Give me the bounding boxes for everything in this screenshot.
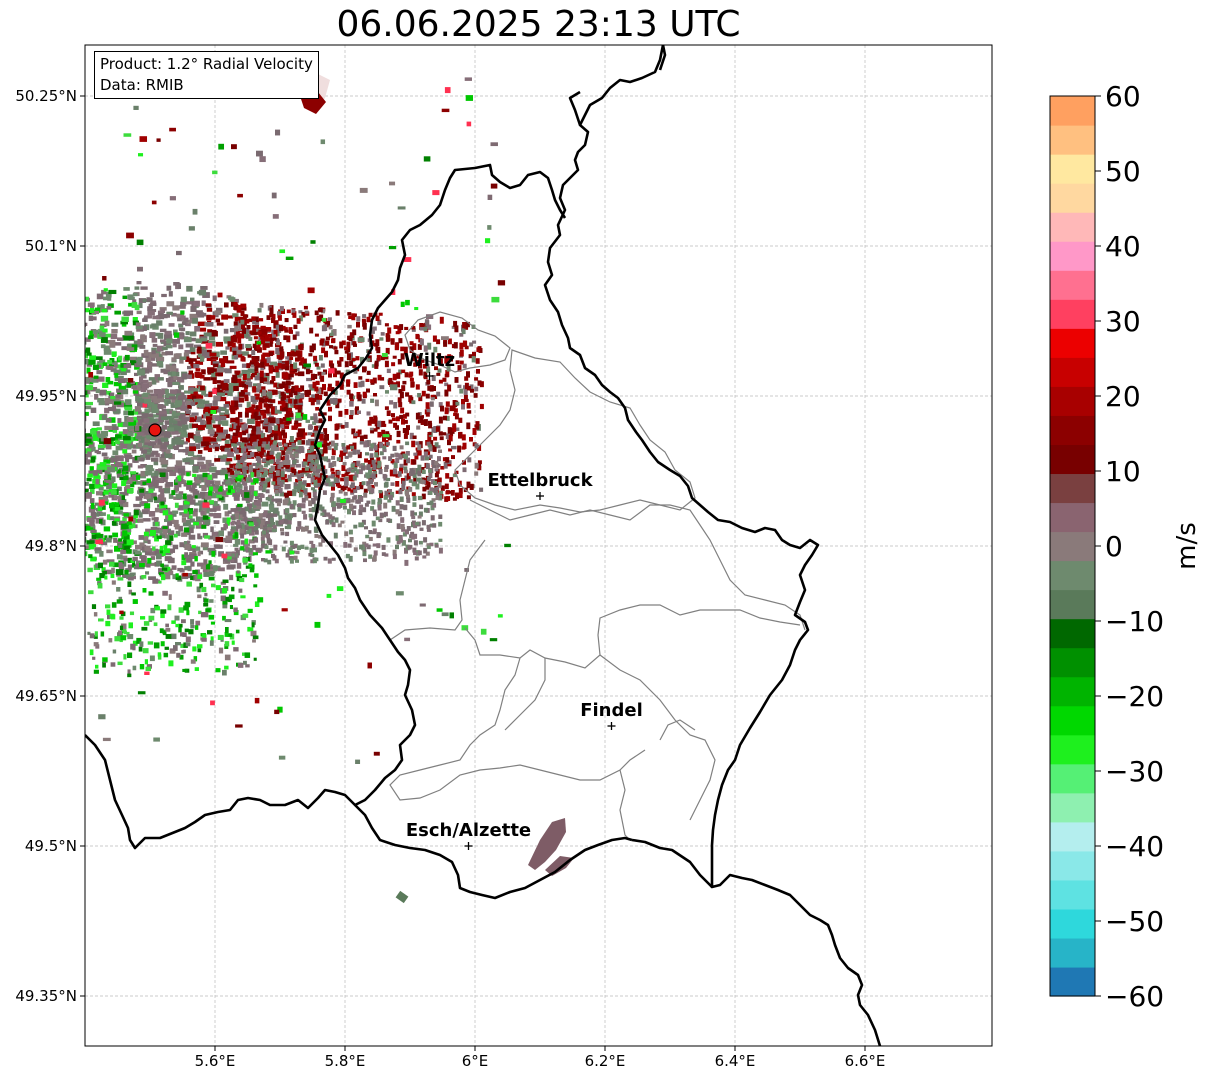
colorbar-tick-label: −20 <box>1105 680 1164 713</box>
colorbar-swatch <box>1050 560 1095 591</box>
colorbar-swatch <box>1050 850 1095 881</box>
colorbar-tick-label: −30 <box>1105 755 1164 788</box>
city-1: Ettelbruck <box>487 470 594 500</box>
colorbar-tick-label: 20 <box>1105 380 1141 413</box>
city-label: Esch/Alzette <box>406 820 531 841</box>
x-tick-label: 6°E <box>462 1052 489 1070</box>
colorbar-swatch <box>1050 879 1095 910</box>
colorbar-ticks: 60 50 40 30 20 10 0 −10 −20 −30 −40 −50 −60 <box>1095 80 1164 1013</box>
colorbar-swatch <box>1050 154 1095 184</box>
colorbar-tick-label: 60 <box>1105 80 1141 113</box>
colorbar-swatch <box>1050 125 1095 155</box>
colorbar-swatch <box>1050 705 1095 736</box>
y-tick-label: 50.25°N <box>15 87 77 105</box>
y-tick-label: 49.95°N <box>15 387 77 405</box>
colorbar-tick-label: −50 <box>1105 905 1164 938</box>
colorbar-swatch <box>1050 908 1095 939</box>
city-label: Ettelbruck <box>487 470 593 491</box>
colorbar-swatch <box>1050 328 1095 358</box>
chart-title: 06.06.2025 23:13 UTC <box>336 4 741 45</box>
colorbar-swatch <box>1050 241 1095 271</box>
borders <box>85 45 882 1046</box>
colorbar-tick-label: −40 <box>1105 830 1164 863</box>
radar-site-layer <box>148 423 162 437</box>
colorbar-swatch <box>1050 589 1095 620</box>
colorbar-swatch <box>1050 937 1095 968</box>
colorbar-swatch <box>1050 734 1095 765</box>
colorbar-swatch <box>1050 270 1095 300</box>
national-borders <box>85 45 882 1046</box>
y-tick-label: 50.1°N <box>25 237 77 255</box>
x-tick-label: 5.8°E <box>325 1052 366 1070</box>
colorbar-swatch <box>1050 647 1095 678</box>
colorbar-swatch <box>1050 792 1095 823</box>
x-tick-label: 6.2°E <box>585 1052 626 1070</box>
colorbar-tick-label: 50 <box>1105 155 1141 188</box>
radar-site-marker <box>148 423 162 437</box>
colorbar-tick-label: 40 <box>1105 230 1141 263</box>
colorbar-swatch <box>1050 966 1095 997</box>
city-2: Findel <box>580 700 643 730</box>
y-tick-label: 49.35°N <box>15 987 77 1005</box>
x-tick-label: 6.6°E <box>845 1052 886 1070</box>
colorbar-tick-label: 0 <box>1105 530 1123 563</box>
city-label: Wiltz <box>404 350 455 371</box>
colorbar-tick-label: −60 <box>1105 980 1164 1013</box>
colorbar-tick-label: 10 <box>1105 455 1141 488</box>
colorbar-swatch <box>1050 821 1095 852</box>
colorbar-swatch <box>1050 502 1095 533</box>
colorbar-swatch <box>1050 763 1095 794</box>
colorbar-swatch <box>1050 299 1095 329</box>
y-tick-label: 49.5°N <box>25 837 77 855</box>
colorbar-swatch <box>1050 212 1095 242</box>
colorbar-swatch <box>1050 415 1095 445</box>
colorbar-swatch <box>1050 386 1095 416</box>
colorbar-tick-label: −10 <box>1105 605 1164 638</box>
x-axis: 5.6°E 5.8°E 6°E 6.2°E 6.4°E 6.6°E <box>195 1046 886 1070</box>
x-tick-label: 5.6°E <box>195 1052 236 1070</box>
colorbar-swatch <box>1050 676 1095 707</box>
y-axis: 50.25°N 50.1°N 49.95°N 49.8°N 49.65°N 49.5°N 4… <box>15 87 85 1005</box>
colorbar-label: m/s <box>1172 522 1202 570</box>
city-3: Esch/Alzette <box>406 820 531 850</box>
data-source-label: Data: RMIB <box>100 76 184 94</box>
colorbar-swatch <box>1050 531 1095 562</box>
y-tick-label: 49.65°N <box>15 687 77 705</box>
city-labels: Wiltz Ettelbruck Findel Esch/Alzette <box>404 350 643 850</box>
colorbar-swatch <box>1050 618 1095 649</box>
colorbar-swatch <box>1050 473 1095 504</box>
city-label: Findel <box>580 700 643 721</box>
product-label: Product: 1.2° Radial Velocity <box>100 55 313 73</box>
colorbar-swatch <box>1050 444 1095 475</box>
colorbar-tick-label: 30 <box>1105 305 1141 338</box>
product-info-box: Product: 1.2° Radial Velocity Data: RMIB <box>94 51 319 99</box>
colorbar-swatch <box>1050 96 1095 126</box>
colorbar-swatch <box>1050 183 1095 213</box>
canton-borders <box>389 311 806 841</box>
city-0: Wiltz <box>404 350 455 380</box>
x-tick-label: 6.4°E <box>715 1052 756 1070</box>
colorbar-swatches <box>1050 96 1095 997</box>
y-tick-label: 49.8°N <box>25 537 77 555</box>
colorbar-swatch <box>1050 357 1095 387</box>
